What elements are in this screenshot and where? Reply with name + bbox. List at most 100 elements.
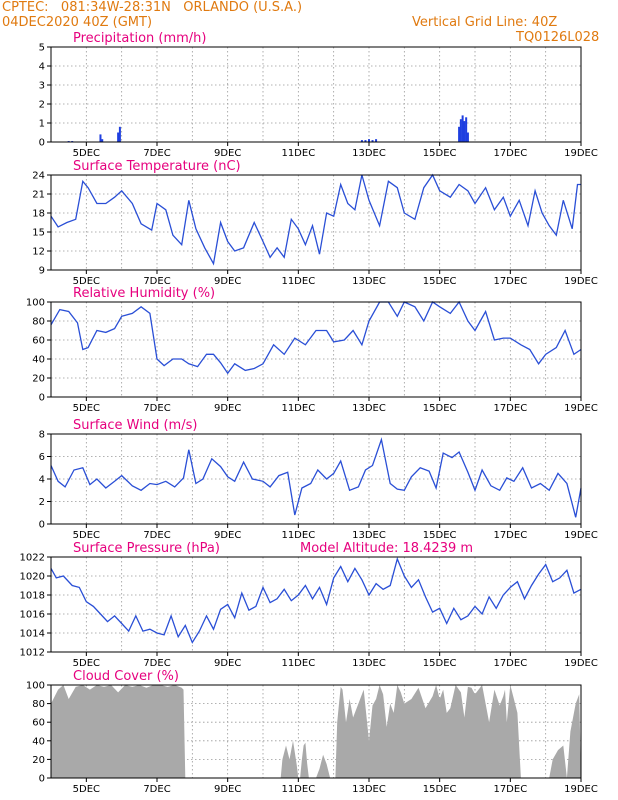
y-tick-label: 0 [39,520,45,531]
y-tick-label: 1014 [20,629,45,640]
x-tick-label: 5DEC [73,276,100,287]
x-tick-label: 15DEC [423,148,457,159]
y-tick-label: 1016 [20,610,45,621]
panel-4: Surface Wind (m/s) 0 2 4 6 8 5DEC 7DEC 9DEC 11DEC… [39,418,598,541]
model-altitude-annotation: Model Altitude: 18.4239 m [300,541,473,556]
x-tick-label: 17DEC [493,403,527,414]
x-tick-label: 7DEC [143,658,170,669]
x-tick-label: 11DEC [281,403,315,414]
y-tick-label: 100 [26,681,45,692]
y-tick-label: 40 [32,355,45,366]
x-tick-label: 7DEC [143,148,170,159]
precip-bar [371,140,374,142]
x-tick-label: 5DEC [73,784,100,795]
x-tick-label: 5DEC [73,403,100,414]
x-tick-label: 17DEC [493,530,527,541]
x-tick-label: 13DEC [352,403,386,414]
y-tick-label: 40 [32,736,45,747]
panel-5: Surface Pressure (hPa) Model Altitude: 18… [20,541,598,669]
y-tick-label: 0 [39,138,45,149]
x-tick-label: 17DEC [493,148,527,159]
station-header: CPTEC: 081:34W-28:31N ORLANDO (U.S.A.) [2,0,303,15]
panel-title: Surface Temperature (nC) [73,159,241,174]
y-tick-label: 24 [32,171,45,182]
precip-bar [466,132,469,142]
panel-title: Surface Pressure (hPa) [73,541,220,556]
panel-title: Relative Humidity (%) [73,286,215,301]
x-tick-label: 15DEC [423,784,457,795]
series-line [50,173,581,266]
precip-bar [459,119,462,142]
panel-frame [50,301,582,398]
y-tick-label: 4 [39,475,45,486]
panel-frame [50,556,582,653]
y-tick-label: 4 [39,62,45,73]
x-tick-label: 9DEC [214,658,241,669]
x-tick-label: 5DEC [73,530,100,541]
panel-2: Surface Temperature (nC) 9 12 15 18 21 24 5DEC 7… [32,159,598,287]
panel-title: Precipitation (mm/h) [73,31,206,46]
y-tick-label: 5 [39,43,45,54]
x-tick-label: 11DEC [281,658,315,669]
precip-bar [117,132,120,142]
panel-frame [50,684,582,779]
y-tick-label: 80 [32,317,45,328]
y-tick-label: 21 [32,190,45,201]
x-tick-label: 11DEC [281,784,315,795]
panel-6: Cloud Cover (%) 0 20 40 60 80 100 5DEC 7DEC 9DEC 1… [26,669,598,795]
x-tick-label: 19DEC [564,276,598,287]
y-tick-label: 1018 [20,591,45,602]
y-tick-label: 9 [39,266,45,277]
x-tick-label: 15DEC [423,658,457,669]
precip-bar [99,134,102,142]
panel-3: Relative Humidity (%) 0 20 40 60 80 100 5DEC 7DE… [26,286,598,414]
panel-frame [50,433,582,525]
x-tick-label: 13DEC [352,784,386,795]
cloud-area [51,685,581,778]
y-tick-label: 2 [39,497,45,508]
y-tick-label: 6 [39,452,45,463]
x-tick-label: 9DEC [214,784,241,795]
x-tick-label: 17DEC [493,658,527,669]
x-tick-label: 5DEC [73,148,100,159]
y-tick-label: 0 [39,774,45,785]
precip-bar [465,117,468,142]
precip-bar [360,140,363,142]
y-tick-label: 3 [39,81,45,92]
x-tick-label: 9DEC [214,276,241,287]
panel-title: Surface Wind (m/s) [73,418,197,433]
panel-frame [50,174,582,271]
x-tick-label: 11DEC [281,276,315,287]
x-tick-label: 19DEC [564,784,598,795]
y-tick-label: 12 [32,247,45,258]
precip-bar [463,121,466,142]
x-tick-label: 13DEC [352,148,386,159]
panel-frame [50,46,582,143]
x-tick-label: 7DEC [143,403,170,414]
x-tick-label: 19DEC [564,148,598,159]
x-tick-label: 9DEC [214,148,241,159]
precip-bar [375,139,378,142]
x-tick-label: 15DEC [423,403,457,414]
y-tick-label: 60 [32,718,45,729]
precip-bar [118,126,121,142]
y-tick-label: 1022 [20,553,45,564]
y-tick-label: 100 [26,298,45,309]
y-tick-label: 0 [39,393,45,404]
panel-title: Cloud Cover (%) [73,669,179,684]
y-tick-label: 18 [32,209,45,220]
x-tick-label: 19DEC [564,658,598,669]
precip-bar [101,139,104,142]
series-line [50,437,582,518]
x-tick-label: 9DEC [214,403,241,414]
precip-bar [368,139,370,142]
x-tick-label: 19DEC [564,530,598,541]
y-tick-label: 2 [39,100,45,111]
y-tick-label: 20 [32,374,45,385]
x-tick-label: 5DEC [73,658,100,669]
x-tick-label: 17DEC [493,784,527,795]
x-tick-label: 13DEC [352,530,386,541]
model-code: TQ0126L028 [516,30,600,45]
series-line [50,556,582,644]
